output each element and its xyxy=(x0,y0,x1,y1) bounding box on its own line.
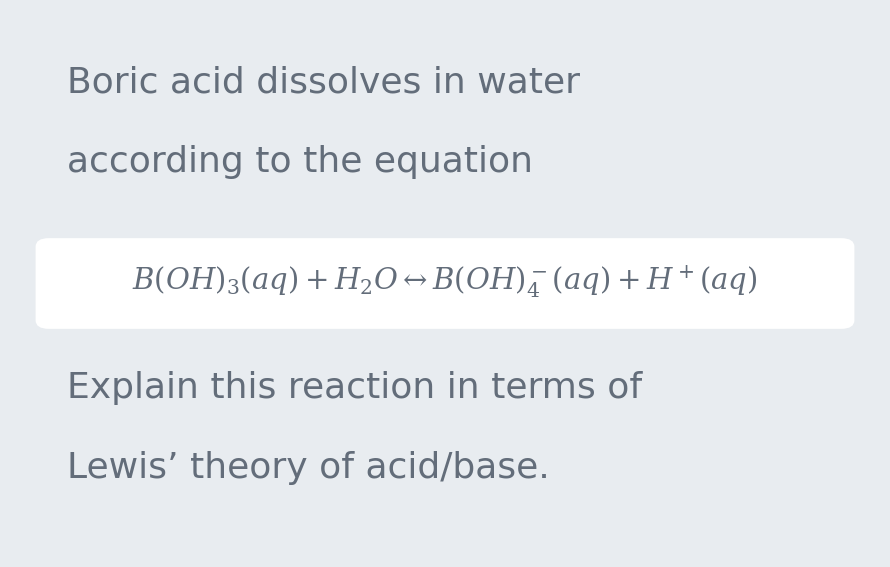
Text: Explain this reaction in terms of: Explain this reaction in terms of xyxy=(67,371,642,405)
Text: $B(OH)_3(aq) + H_2O \leftrightarrow B(OH)_4^-(aq) + H^+(aq)$: $B(OH)_3(aq) + H_2O \leftrightarrow B(OH… xyxy=(133,264,757,300)
Text: Lewis’ theory of acid/base.: Lewis’ theory of acid/base. xyxy=(67,451,549,485)
Text: according to the equation: according to the equation xyxy=(67,145,533,179)
FancyBboxPatch shape xyxy=(36,238,854,329)
Text: Boric acid dissolves in water: Boric acid dissolves in water xyxy=(67,65,579,99)
